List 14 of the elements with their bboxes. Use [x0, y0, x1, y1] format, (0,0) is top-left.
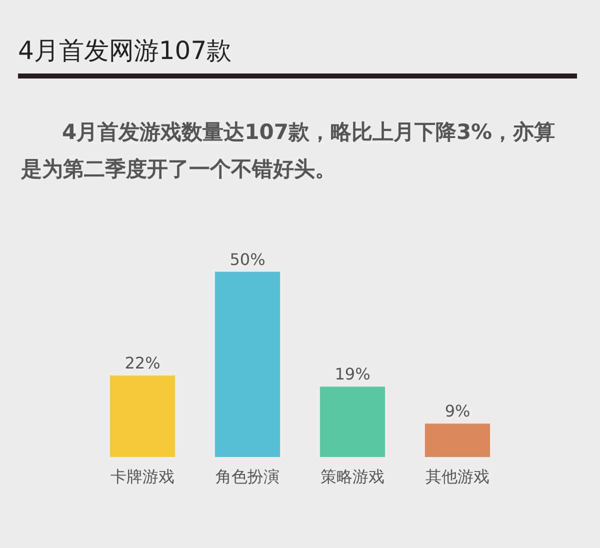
x-tick-label: 角色扮演: [216, 467, 280, 486]
bar: [110, 375, 176, 457]
bar: [424, 424, 490, 457]
chart-title: 4月首发网游107款: [18, 36, 232, 65]
x-tick-label: 策略游戏: [320, 467, 384, 486]
x-tick-label: 其他游戏: [426, 467, 490, 486]
data-label: 50%: [230, 250, 266, 269]
data-label: 22%: [124, 353, 160, 372]
bar: [214, 272, 280, 457]
data-label: 19%: [334, 364, 370, 384]
chart-subtitle: 4月首发游戏数量达107款，略比上月下降3%，亦算是为第二季度开了一个不错好头。: [20, 120, 556, 181]
x-tick-label: 卡牌游戏: [110, 467, 174, 486]
data-label: 9%: [444, 402, 470, 421]
bar: [320, 386, 386, 457]
